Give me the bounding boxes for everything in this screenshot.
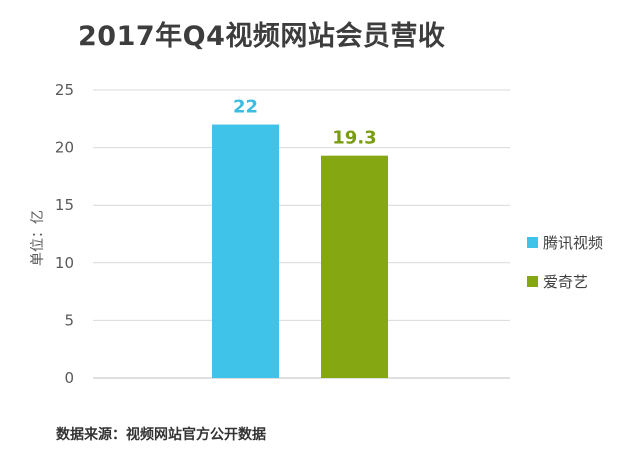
chart-title: 2017年Q4视频网站会员营收 xyxy=(78,21,446,52)
legend-swatch xyxy=(527,276,538,287)
y-tick-label: 25 xyxy=(55,81,74,99)
bar-2 xyxy=(321,155,388,378)
y-axis-label: 单位：亿 xyxy=(30,210,46,266)
y-tick-label: 15 xyxy=(55,196,74,214)
data-label: 22 xyxy=(233,97,258,118)
legend-label: 腾讯视频 xyxy=(543,234,603,252)
y-tick-label: 20 xyxy=(55,139,74,157)
legend-label: 爱奇艺 xyxy=(543,273,588,291)
y-tick-label: 10 xyxy=(55,254,74,272)
data-source-note: 数据来源：视频网站官方公开数据 xyxy=(56,427,266,443)
legend-swatch xyxy=(527,237,538,248)
bar-1 xyxy=(212,124,279,378)
y-tick-label: 0 xyxy=(64,369,74,387)
y-tick-label: 5 xyxy=(64,311,74,329)
data-label: 19.3 xyxy=(332,128,376,149)
